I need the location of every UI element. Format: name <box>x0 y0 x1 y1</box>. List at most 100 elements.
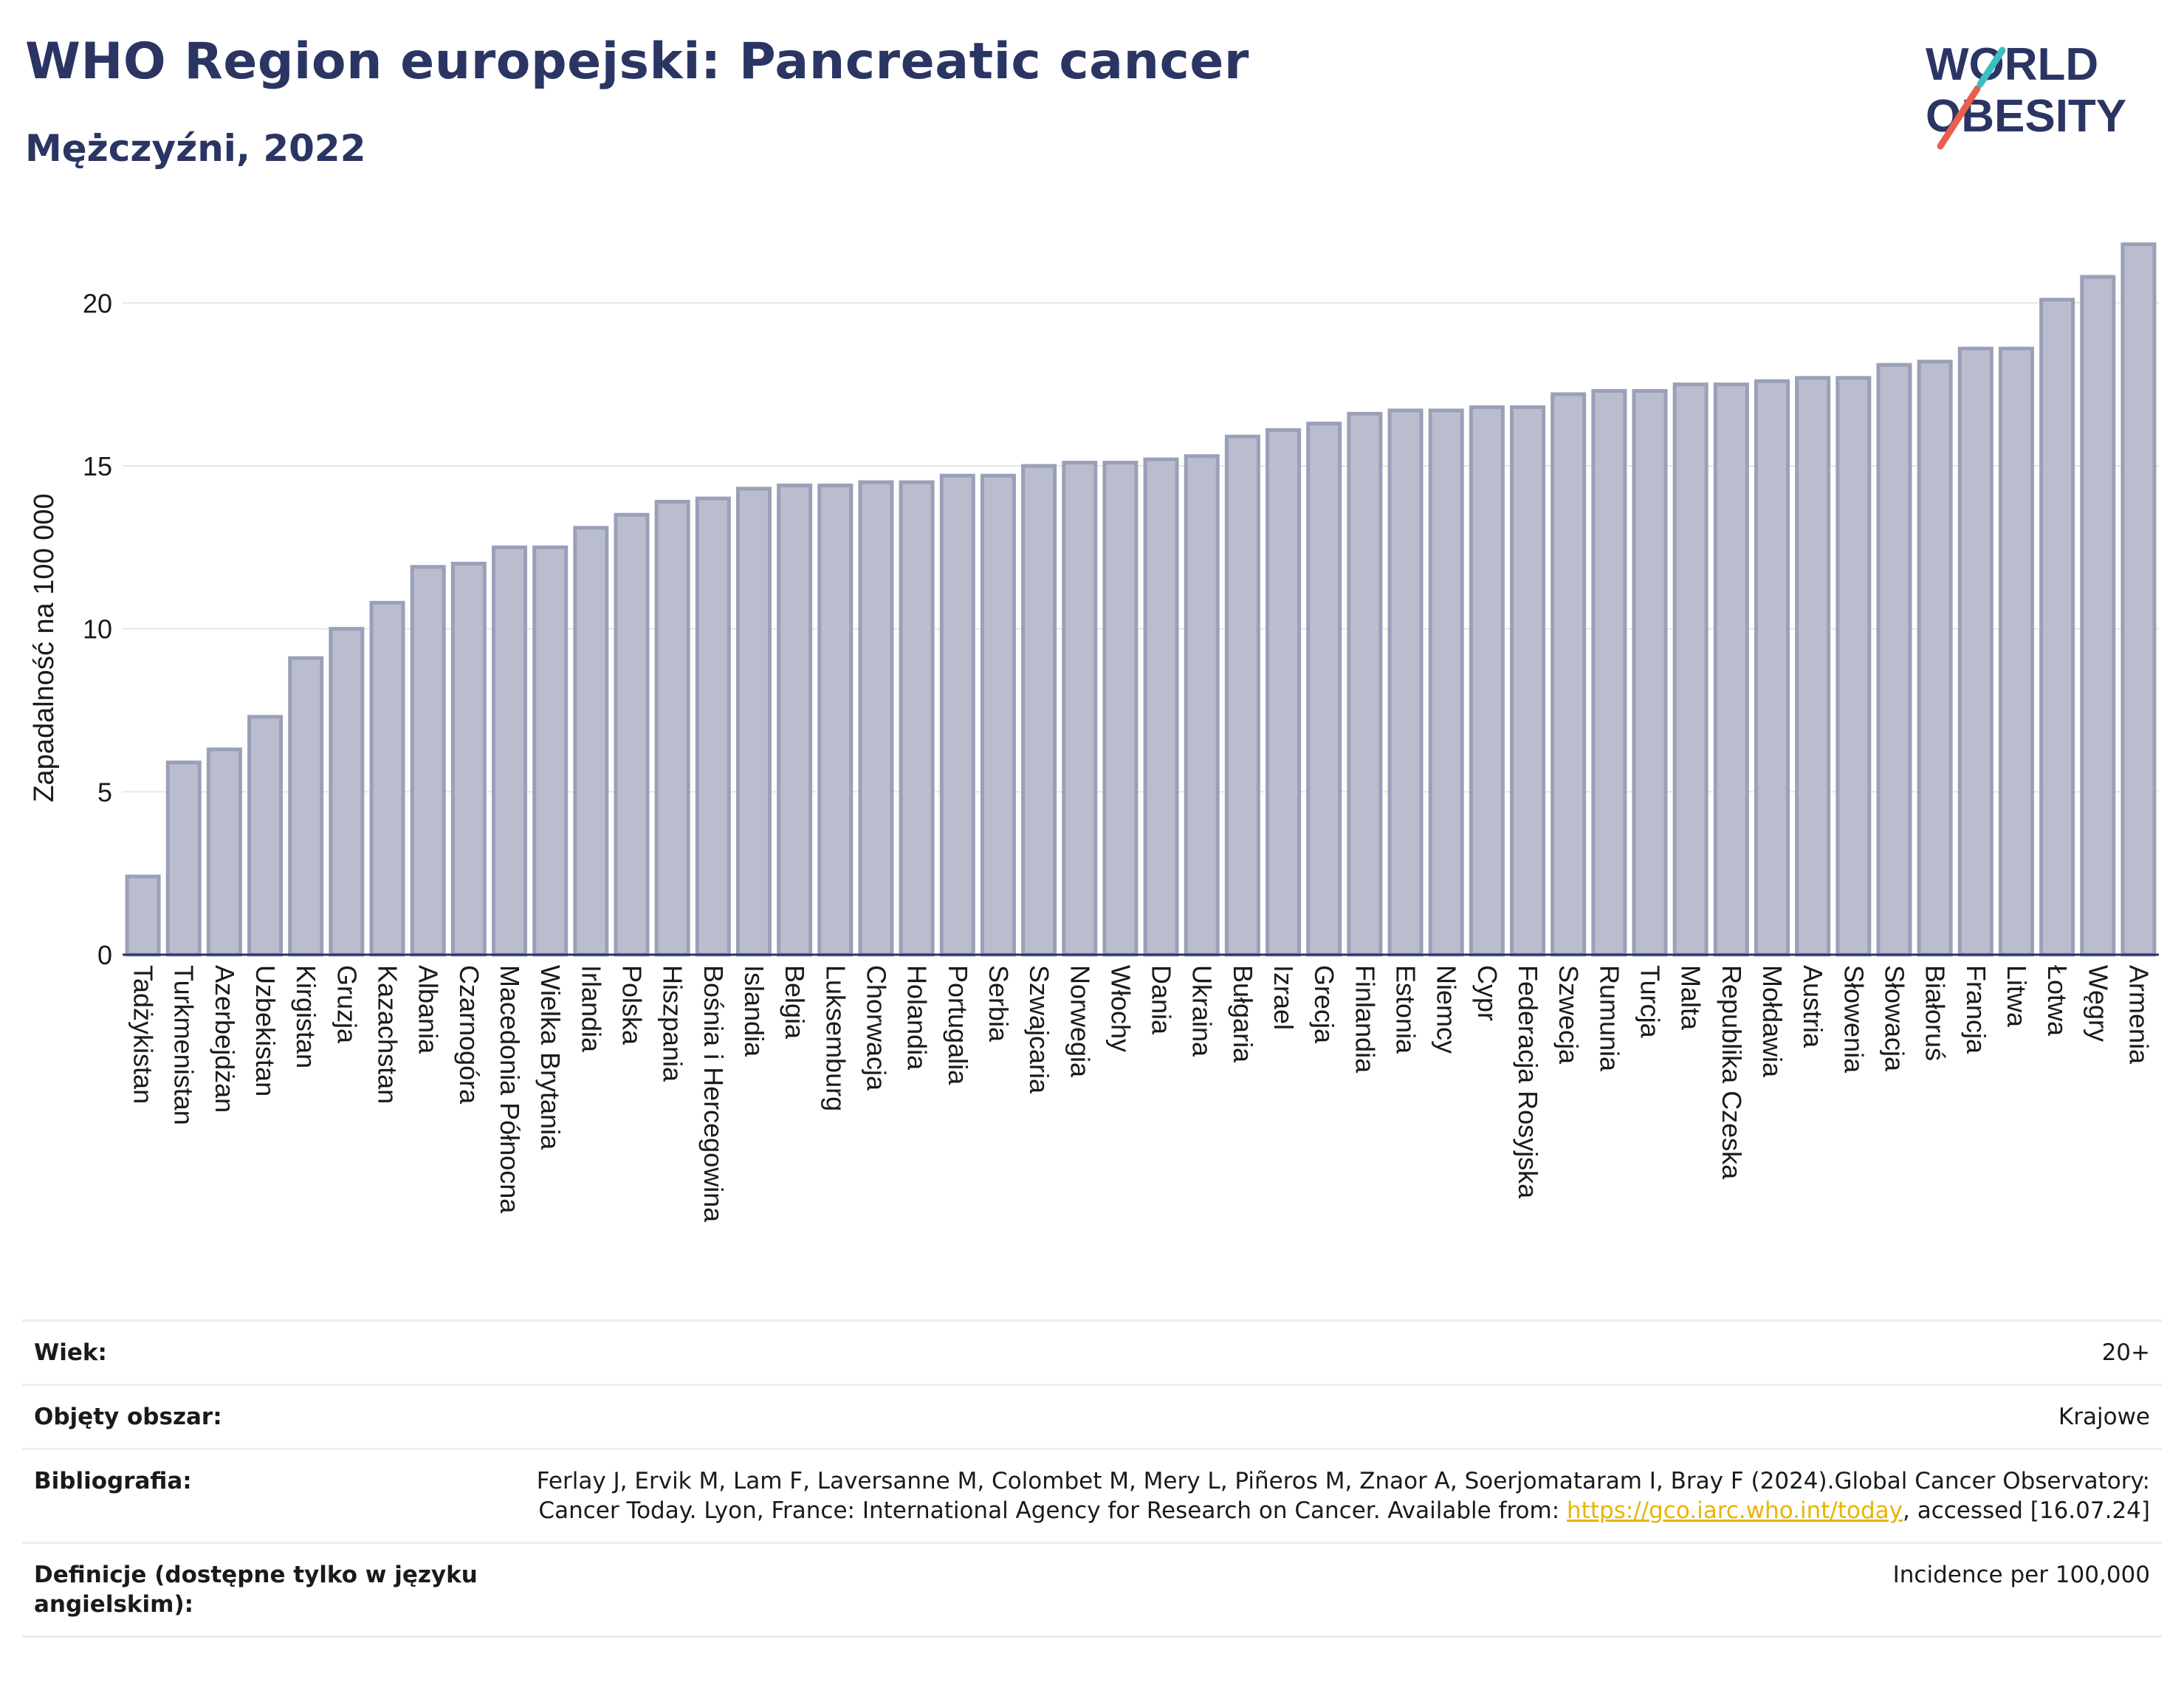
bar[interactable] <box>695 496 731 957</box>
bar[interactable] <box>329 627 365 957</box>
y-axis-label: Zapadalność na 100 000 <box>29 493 60 802</box>
bar[interactable] <box>614 512 650 957</box>
x-tick-label: Rumunia <box>1594 965 1624 1072</box>
source-link[interactable]: https://gco.iarc.who.int/today <box>1567 1497 1903 1524</box>
bar[interactable] <box>1510 405 1546 957</box>
x-tick-label: Turkmenistan <box>169 965 199 1125</box>
x-tick-label: Francja <box>1961 965 1991 1054</box>
meta-row-area: Objęty obszar: Krajowe <box>22 1384 2162 1448</box>
x-tick-label: Wielka Brytania <box>535 965 566 1150</box>
x-tick-label: Gruzja <box>332 965 362 1044</box>
bar[interactable] <box>1754 379 1790 957</box>
bar[interactable] <box>206 747 242 957</box>
bar[interactable] <box>1428 408 1464 957</box>
x-tick-label: Holandia <box>902 965 933 1071</box>
bar[interactable] <box>817 483 854 957</box>
bar[interactable] <box>369 600 405 957</box>
bar[interactable] <box>1184 454 1220 957</box>
bar[interactable] <box>1224 434 1260 957</box>
bar[interactable] <box>1551 392 1587 957</box>
bar[interactable] <box>1143 457 1179 957</box>
bar-chart: 0 5 10 15 20 Tadżykistan Turkmenistan Azerbejd… <box>29 242 2159 1223</box>
y-tick-label: 20 <box>83 288 112 318</box>
bibliography-accessed: , accessed [16.07.24] <box>1902 1497 2150 1524</box>
x-tick-label: Szwecja <box>1553 965 1584 1065</box>
bar[interactable] <box>858 480 894 957</box>
x-tick-label: Armenia <box>2123 965 2154 1065</box>
bar[interactable] <box>1632 388 1668 957</box>
meta-label: Bibliografia: <box>34 1468 192 1494</box>
bar[interactable] <box>1713 382 1749 957</box>
x-tick-label: Kazachstan <box>373 965 403 1104</box>
x-tick-label: Serbia <box>983 965 1014 1043</box>
bar[interactable] <box>1917 360 1953 957</box>
bar[interactable] <box>125 874 161 957</box>
logo-slash-teal <box>1977 47 2006 88</box>
bar[interactable] <box>532 545 569 957</box>
bar[interactable] <box>1836 376 1872 957</box>
meta-label: Definicje (dostępne tylko w języku angie… <box>34 1562 478 1618</box>
x-tick-label: Republika Czeska <box>1717 965 1747 1180</box>
x-tick-label: Hiszpania <box>658 965 688 1082</box>
bar[interactable] <box>980 473 1016 957</box>
bar[interactable] <box>2039 298 2075 957</box>
x-tick-label: Ukraina <box>1187 965 1218 1057</box>
page-subtitle: Mężczyźni, 2022 <box>25 127 366 170</box>
x-tick-label: Irlandia <box>576 965 606 1053</box>
x-tick-label: Azerbejdżan <box>210 965 240 1113</box>
x-tick-label: Norwegia <box>1065 965 1095 1078</box>
bar[interactable] <box>1469 405 1505 957</box>
x-tick-label: Izrael <box>1268 965 1299 1030</box>
bar[interactable] <box>735 487 772 957</box>
bar[interactable] <box>247 715 284 957</box>
x-tick-label: Turcja <box>1635 965 1666 1039</box>
bar[interactable] <box>492 545 528 957</box>
meta-label: Wiek: <box>34 1339 107 1366</box>
meta-value: Krajowe <box>2058 1404 2150 1430</box>
x-tick-label: Czarnogóra <box>454 965 484 1105</box>
meta-row-bibliography: Bibliografia: Ferlay J, Ervik M, Lam F, … <box>22 1448 2162 1542</box>
bar[interactable] <box>1306 422 1342 957</box>
bar[interactable] <box>1672 382 1709 957</box>
meta-row-definitions: Definicje (dostępne tylko w języku angie… <box>22 1542 2162 1638</box>
bar[interactable] <box>1266 428 1302 957</box>
logo-line1: WORLD <box>1926 39 2098 90</box>
bar[interactable] <box>2080 275 2116 957</box>
bar[interactable] <box>1021 464 1057 957</box>
bar[interactable] <box>1795 376 1831 957</box>
meta-label: Objęty obszar: <box>34 1404 222 1430</box>
x-tick-label: Włochy <box>1105 965 1136 1052</box>
meta-value: Ferlay J, Ervik M, Lam F, Laversanne M, … <box>526 1466 2150 1525</box>
bar[interactable] <box>165 761 202 957</box>
x-tick-label: Federacja Rosyjska <box>1513 965 1543 1199</box>
bar[interactable] <box>1591 388 1627 957</box>
x-tick-label: Islandia <box>739 965 769 1057</box>
bar[interactable] <box>1102 461 1139 957</box>
x-tick-label: Litwa <box>2002 965 2032 1028</box>
bar[interactable] <box>777 483 813 957</box>
x-tick-label: Węgry <box>2083 965 2113 1042</box>
bar[interactable] <box>410 565 446 957</box>
bar[interactable] <box>654 500 690 957</box>
bar[interactable] <box>288 656 324 957</box>
x-tick-label: Luksemburg <box>820 965 851 1111</box>
y-tick-labels: 0 5 10 15 20 <box>83 288 112 970</box>
x-tick-label: Macedonia Północna <box>495 965 525 1214</box>
bar[interactable] <box>573 526 609 957</box>
bar[interactable] <box>2121 242 2157 957</box>
x-tick-label: Estonia <box>1391 965 1421 1054</box>
x-tick-labels: Tadżykistan Turkmenistan Azerbejdżan Uzbeki… <box>128 965 2154 1223</box>
bar[interactable] <box>1876 363 1912 957</box>
bar[interactable] <box>1957 346 1994 957</box>
y-tick-label: 15 <box>83 451 112 481</box>
bar[interactable] <box>450 561 487 957</box>
bar[interactable] <box>1062 461 1098 957</box>
bar[interactable] <box>1387 408 1424 957</box>
y-tick-label: 10 <box>83 614 112 645</box>
bar[interactable] <box>939 473 975 957</box>
bar[interactable] <box>1998 346 2034 957</box>
x-tick-label: Tadżykistan <box>128 965 159 1104</box>
y-tick-label: 0 <box>97 940 112 970</box>
bar[interactable] <box>899 480 935 957</box>
bar[interactable] <box>1347 411 1383 957</box>
